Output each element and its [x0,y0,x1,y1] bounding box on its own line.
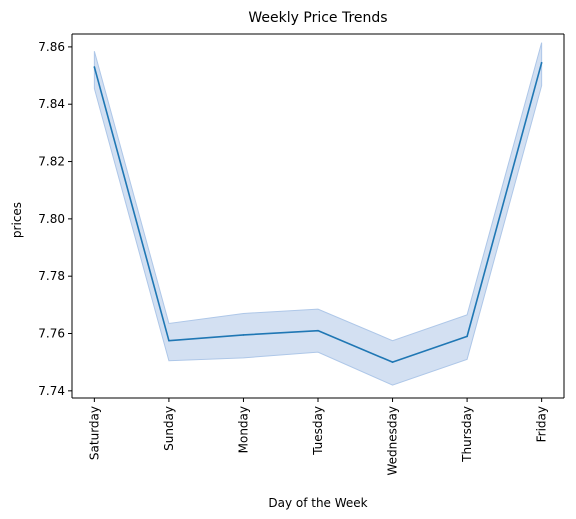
x-tick-label: Saturday [87,406,101,460]
data-point-sunday [168,339,170,342]
confidence-band [93,42,543,386]
data-point-monday [242,334,245,336]
x-tick-label: Wednesday [386,406,400,475]
x-tick-label: Friday [535,406,549,442]
y-tick-label: 7.74 [38,384,65,398]
data-point-tuesday [317,329,319,332]
y-tick-label: 7.76 [38,327,65,341]
plot-area: 7.74 7.76 7.78 7.80 7.82 7.84 7.86 Saturday Sund… [38,33,565,475]
y-tick-label: 7.82 [38,155,65,169]
data-point-saturday [93,66,96,68]
x-tick-label: Sunday [162,406,176,451]
y-tick-label: 7.86 [38,40,65,54]
x-tick-label: Tuesday [311,406,325,456]
y-tick-label: 7.80 [38,212,65,226]
x-tick-label: Thursday [460,406,474,463]
data-point-thursday [466,335,468,338]
x-tick-label: Monday [236,406,250,453]
data-point-wednesday [391,361,394,363]
y-axis-label: prices [10,202,24,238]
y-tick-label: 7.78 [38,269,65,283]
data-point-friday [540,61,543,64]
chart-title: Weekly Price Trends [248,10,387,26]
y-tick-label: 7.84 [38,97,65,111]
x-axis-label: Day of the Week [268,496,367,510]
